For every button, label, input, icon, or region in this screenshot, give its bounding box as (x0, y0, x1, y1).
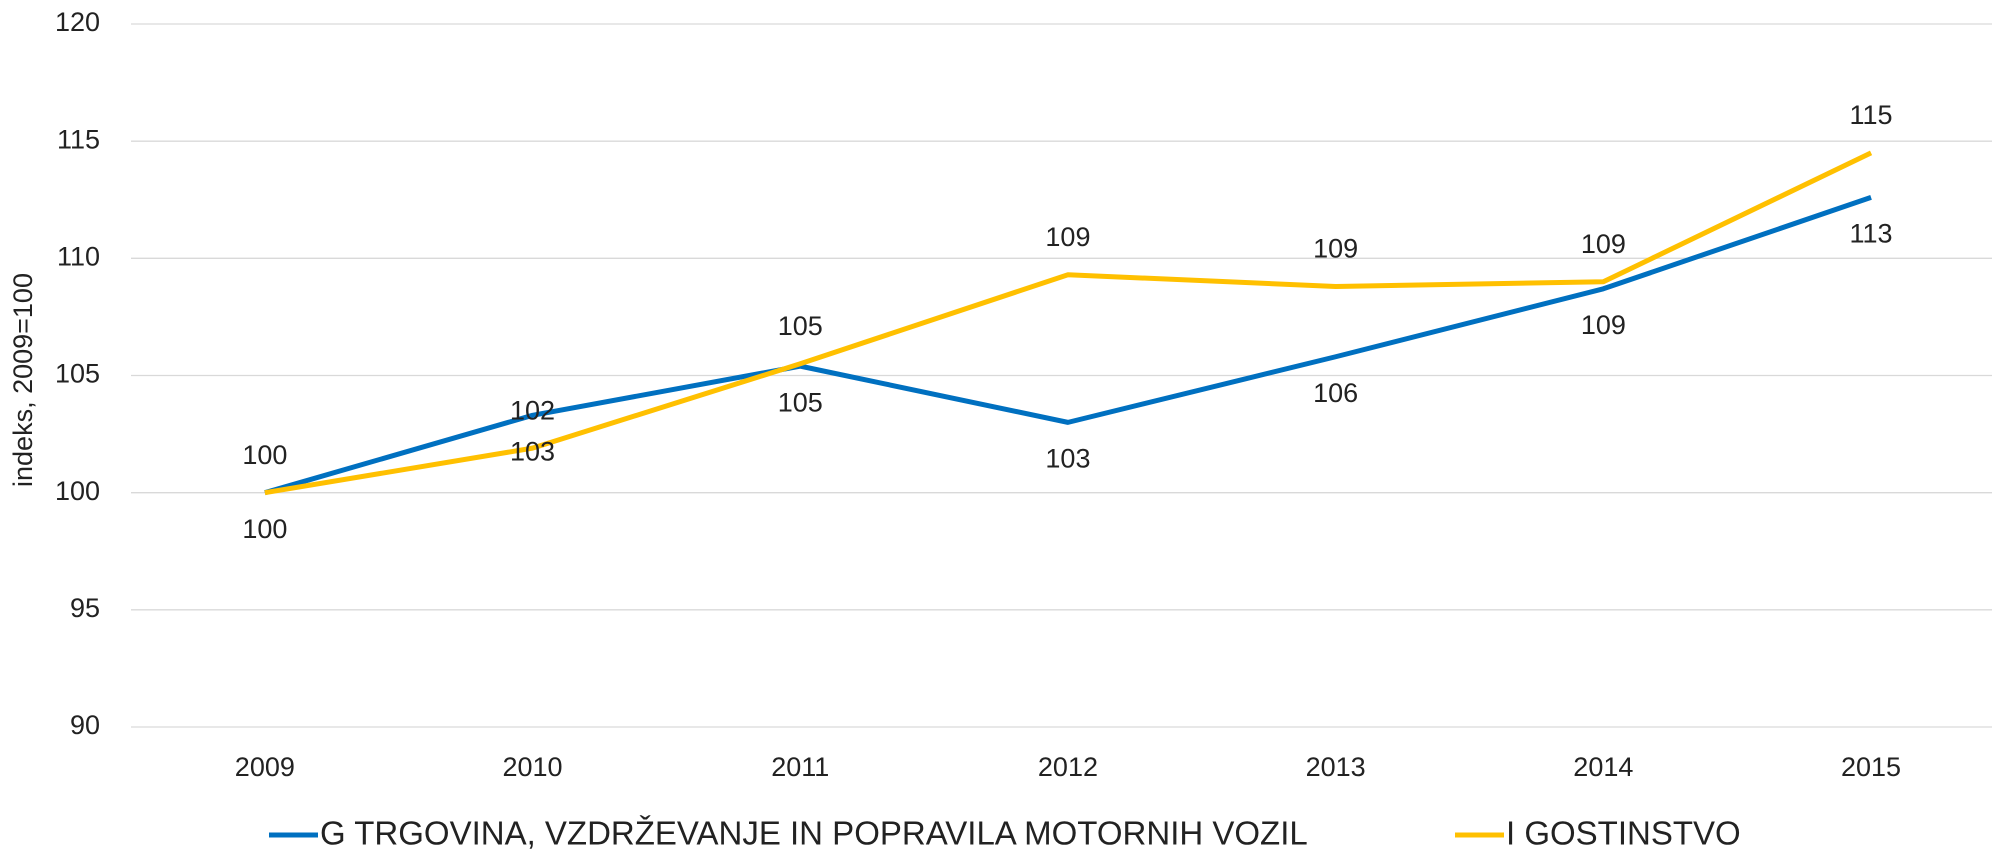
data-label: 115 (1850, 100, 1893, 130)
y-tick-label: 110 (57, 241, 100, 271)
data-label: 113 (1850, 219, 1893, 249)
data-label: 100 (242, 440, 287, 470)
data-label: 100 (242, 514, 287, 544)
y-tick-label: 90 (70, 710, 100, 740)
x-tick-label: 2009 (235, 752, 295, 782)
x-tick-label: 2011 (771, 752, 829, 782)
data-label: 106 (1313, 378, 1358, 408)
y-tick-label: 95 (70, 593, 100, 623)
y-tick-label: 105 (55, 359, 100, 389)
data-label: 109 (1045, 222, 1090, 252)
data-label: 109 (1581, 310, 1626, 340)
data-label: 109 (1581, 229, 1626, 259)
y-tick-label: 100 (55, 476, 100, 506)
legend-label: I GOSTINSTVO (1506, 815, 1741, 852)
x-tick-label: 2010 (503, 752, 563, 782)
y-axis-label: indeks, 2009=100 (8, 273, 38, 487)
series-line (264, 150, 1873, 496)
data-label: 103 (1045, 443, 1090, 473)
y-tick-label: 120 (55, 7, 100, 37)
data-label: 103 (510, 436, 555, 466)
data-label: 105 (778, 387, 823, 417)
x-tick-label: 2012 (1038, 752, 1098, 782)
x-tick-label: 2015 (1841, 752, 1901, 782)
x-tick-label: 2013 (1306, 752, 1366, 782)
legend-label: G TRGOVINA, VZDRŽEVANJE IN POPRAVILA MOT… (320, 815, 1308, 852)
x-tick-label: 2014 (1573, 752, 1633, 782)
data-label: 109 (1313, 234, 1358, 264)
series-line (264, 195, 1872, 496)
data-label: 102 (510, 395, 555, 425)
data-label: 105 (778, 311, 823, 341)
y-tick-label: 115 (57, 124, 100, 154)
